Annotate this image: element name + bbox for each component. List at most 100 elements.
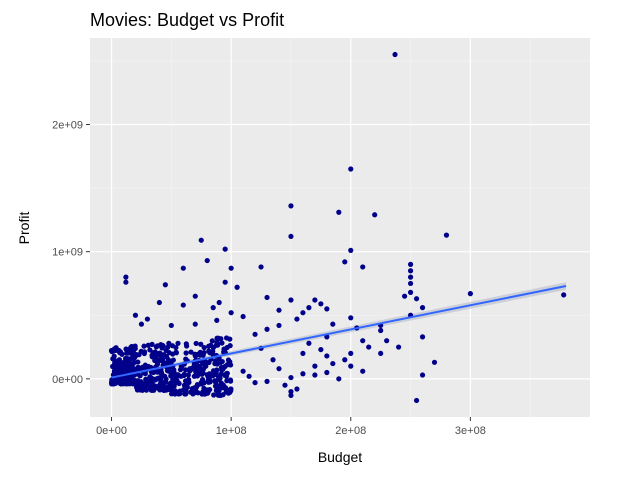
data-point xyxy=(396,344,402,350)
data-point xyxy=(348,315,354,321)
data-point xyxy=(227,377,234,383)
data-point xyxy=(234,284,240,290)
x-tick-label: 2e+08 xyxy=(335,425,366,437)
data-point xyxy=(336,376,342,382)
data-point xyxy=(154,376,160,382)
data-point xyxy=(246,373,252,379)
data-point xyxy=(180,265,186,271)
data-point xyxy=(142,370,148,377)
data-point xyxy=(342,259,348,265)
data-point xyxy=(224,362,230,368)
data-point xyxy=(176,380,182,387)
data-point xyxy=(348,166,354,172)
data-point xyxy=(189,388,196,394)
data-point xyxy=(152,353,158,359)
data-point xyxy=(276,322,282,329)
data-point xyxy=(372,212,378,218)
data-point xyxy=(419,334,426,340)
x-tick-label: 1e+08 xyxy=(216,425,247,437)
data-point xyxy=(282,382,288,388)
data-point xyxy=(216,387,222,394)
data-point xyxy=(407,274,414,280)
data-point xyxy=(192,293,198,299)
data-point xyxy=(264,326,270,332)
x-axis-title: Budget xyxy=(318,449,362,465)
data-point xyxy=(118,381,124,387)
data-point xyxy=(240,368,246,374)
data-point xyxy=(188,349,194,355)
data-point xyxy=(153,344,159,350)
data-point xyxy=(324,369,330,376)
data-point xyxy=(443,232,450,238)
data-point xyxy=(144,316,151,322)
data-point xyxy=(135,359,141,365)
data-point xyxy=(348,247,354,253)
data-point xyxy=(288,392,294,398)
data-point xyxy=(270,357,276,363)
data-point xyxy=(127,361,134,367)
data-point xyxy=(178,373,184,379)
data-point xyxy=(159,371,165,377)
y-tick-label: 1e+09 xyxy=(52,247,83,259)
data-point xyxy=(165,344,171,350)
chart-title: Movies: Budget vs Profit xyxy=(90,10,284,30)
data-point xyxy=(318,346,324,353)
data-point xyxy=(194,373,201,379)
data-point xyxy=(195,382,201,388)
data-point xyxy=(407,268,414,274)
trend-line-group xyxy=(111,285,567,379)
data-point xyxy=(384,338,390,344)
data-point xyxy=(148,369,155,375)
data-point xyxy=(198,366,205,372)
data-point xyxy=(378,350,384,357)
data-point xyxy=(133,353,139,359)
data-point xyxy=(214,317,220,323)
data-point xyxy=(126,379,132,385)
data-point xyxy=(219,367,225,373)
data-point xyxy=(210,305,216,311)
data-point xyxy=(312,297,318,303)
data-point xyxy=(138,321,145,327)
data-point xyxy=(183,350,189,356)
data-point xyxy=(214,335,220,341)
data-point xyxy=(149,387,155,393)
data-point xyxy=(191,361,197,367)
data-point xyxy=(276,307,282,313)
data-point xyxy=(168,359,174,365)
y-tick-label: 2e+09 xyxy=(52,119,83,131)
data-point xyxy=(228,310,234,316)
data-point xyxy=(193,340,199,347)
data-point xyxy=(145,363,152,370)
data-point xyxy=(156,386,162,392)
data-point xyxy=(123,274,129,280)
data-point xyxy=(152,349,158,355)
data-point xyxy=(171,381,177,387)
data-point xyxy=(413,397,420,404)
data-point xyxy=(138,348,144,354)
data-point xyxy=(312,363,318,369)
data-point xyxy=(206,348,212,354)
data-point xyxy=(360,338,366,344)
data-point xyxy=(306,305,312,311)
data-point xyxy=(407,261,414,267)
data-point xyxy=(163,376,169,382)
data-point xyxy=(185,372,191,378)
y-axis-ticks: 0e+00 1e+09 2e+09 xyxy=(52,119,90,386)
data-point xyxy=(294,386,300,392)
data-point xyxy=(110,363,116,370)
data-point xyxy=(214,367,220,373)
data-point xyxy=(201,344,207,351)
data-point xyxy=(330,321,336,327)
data-point xyxy=(324,334,330,340)
data-point xyxy=(222,279,228,285)
data-point xyxy=(300,310,306,316)
data-point xyxy=(216,392,222,398)
data-point xyxy=(318,301,324,307)
data-point xyxy=(210,373,216,379)
data-point xyxy=(172,373,178,380)
data-point xyxy=(419,372,426,378)
data-point xyxy=(171,367,177,373)
data-point xyxy=(330,360,336,367)
data-point xyxy=(288,203,294,209)
data-point xyxy=(116,347,122,354)
